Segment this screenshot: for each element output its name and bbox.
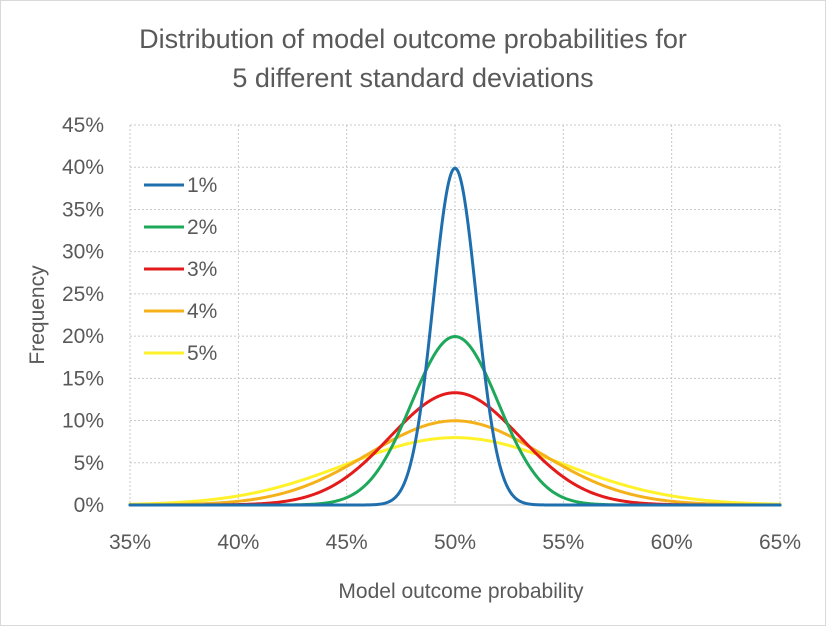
gridlines bbox=[130, 124, 781, 505]
series-line-1pct bbox=[128, 166, 782, 507]
y-tick-label: 0% bbox=[74, 494, 104, 517]
x-tick-label: 35% bbox=[109, 531, 151, 554]
y-tick-label: 45% bbox=[62, 114, 104, 137]
y-axis-title: Frequency bbox=[26, 265, 49, 365]
x-tick-label: 45% bbox=[326, 531, 368, 554]
series-line-4pct bbox=[128, 419, 782, 507]
legend-label-2pct: 2% bbox=[187, 216, 217, 239]
y-tick-label: 15% bbox=[62, 367, 104, 390]
y-tick-label: 35% bbox=[62, 198, 104, 221]
legend-label-4pct: 4% bbox=[187, 300, 217, 323]
x-tick-label: 60% bbox=[651, 531, 693, 554]
y-axis-ticks: 0% 5% 10% 15% 20% 25% 30% 35% 40% 45% bbox=[62, 114, 104, 517]
x-tick-label: 50% bbox=[434, 531, 476, 554]
series-lines bbox=[128, 166, 782, 507]
y-tick-label: 25% bbox=[62, 283, 104, 306]
x-tick-label: 55% bbox=[542, 531, 584, 554]
y-tick-label: 10% bbox=[62, 410, 104, 433]
y-tick-label: 5% bbox=[74, 452, 104, 475]
x-axis-ticks: 35% 40% 45% 50% 55% 60% 65% bbox=[109, 531, 801, 554]
chart-title-line-1: Distribution of model outcome probabilit… bbox=[139, 24, 687, 54]
legend-label-5pct: 5% bbox=[187, 342, 217, 365]
legend-label-1pct: 1% bbox=[187, 174, 217, 197]
y-tick-label: 30% bbox=[62, 241, 104, 264]
y-tick-label: 40% bbox=[62, 156, 104, 179]
x-axis-title: Model outcome probability bbox=[338, 580, 584, 603]
chart-title-line-2: 5 different standard deviations bbox=[232, 63, 593, 93]
x-tick-label: 40% bbox=[217, 531, 259, 554]
legend: 1% 2% 3% 4% 5% bbox=[144, 174, 217, 365]
series-line-5pct bbox=[128, 436, 782, 506]
x-tick-label: 65% bbox=[759, 531, 801, 554]
legend-label-3pct: 3% bbox=[187, 258, 217, 281]
y-tick-label: 20% bbox=[62, 325, 104, 348]
